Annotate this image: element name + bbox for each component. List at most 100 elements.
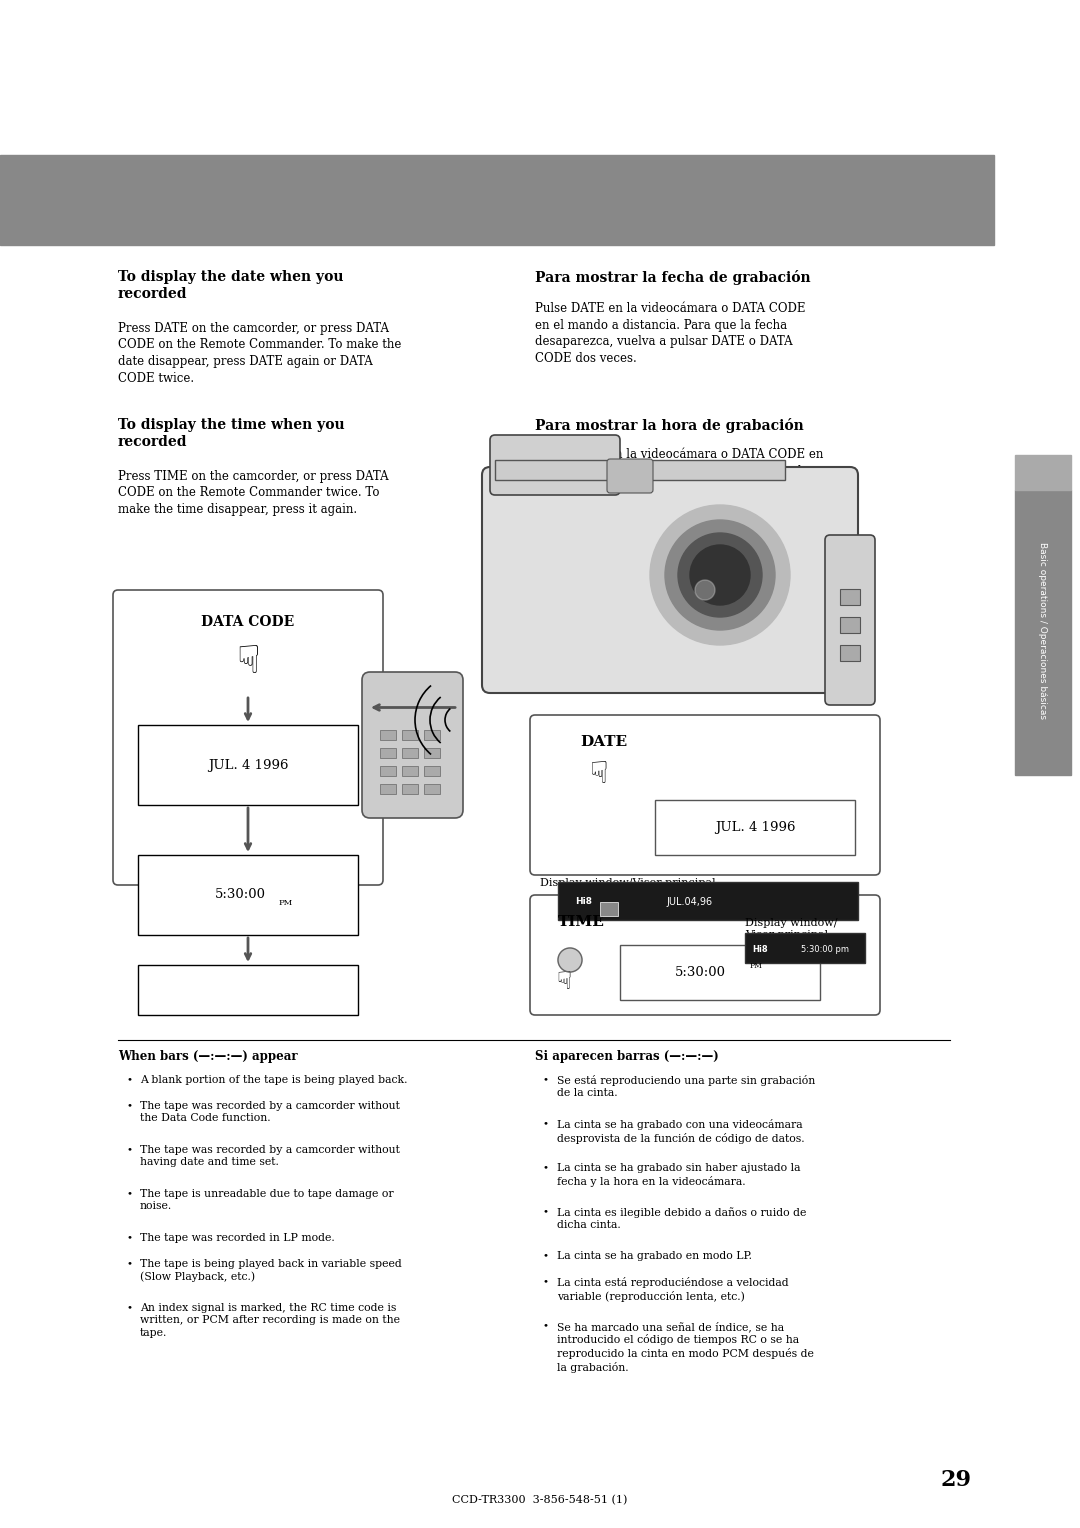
- Bar: [380, 784, 396, 795]
- Text: Hi8: Hi8: [575, 897, 592, 906]
- Bar: [380, 766, 396, 776]
- Text: Pulse DATE en la videocámara o DATA CODE
en el mando a distancia. Para que la fe: Pulse DATE en la videocámara o DATA CODE…: [535, 303, 806, 365]
- Text: •: •: [543, 1277, 549, 1287]
- Bar: [380, 730, 396, 740]
- Bar: [654, 801, 855, 856]
- FancyBboxPatch shape: [113, 590, 383, 885]
- FancyBboxPatch shape: [362, 672, 463, 817]
- Text: •: •: [543, 1163, 549, 1172]
- FancyBboxPatch shape: [530, 895, 880, 1015]
- Text: La cinta es ilegible debido a daños o ruido de
dicha cinta.: La cinta es ilegible debido a daños o ru…: [557, 1207, 807, 1230]
- Text: JUL. 4 1996: JUL. 4 1996: [715, 822, 795, 834]
- Text: Se está reproduciendo una parte sin grabación
de la cinta.: Se está reproduciendo una parte sin grab…: [557, 1076, 815, 1099]
- Text: 29: 29: [941, 1468, 972, 1491]
- Text: •: •: [126, 1144, 132, 1154]
- Text: Para mostrar la hora de grabación: Para mostrar la hora de grabación: [535, 419, 804, 432]
- Bar: [745, 934, 865, 963]
- Text: La cinta se ha grabado sin haber ajustado la
fecha y la hora en la videocámara.: La cinta se ha grabado sin haber ajustad…: [557, 1163, 800, 1187]
- Text: •: •: [543, 1207, 549, 1216]
- Text: •: •: [126, 1303, 132, 1313]
- Text: An index signal is marked, the RC time code is
written, or PCM after recording i: An index signal is marked, the RC time c…: [140, 1303, 400, 1339]
- Text: Display window/
Visor principal: Display window/ Visor principal: [745, 918, 837, 940]
- Text: The tape was recorded in LP mode.: The tape was recorded in LP mode.: [140, 1233, 335, 1242]
- Text: TIME: TIME: [558, 915, 605, 929]
- Circle shape: [558, 947, 582, 972]
- Bar: [424, 784, 440, 795]
- Bar: [402, 766, 418, 776]
- Text: •: •: [126, 1259, 132, 1268]
- Text: La cinta se ha grabado en modo LP.: La cinta se ha grabado en modo LP.: [557, 1251, 752, 1261]
- Bar: [138, 856, 357, 935]
- Circle shape: [690, 545, 750, 605]
- Text: •: •: [543, 1322, 549, 1329]
- Bar: [840, 645, 860, 662]
- Text: Para mostrar la fecha de grabación: Para mostrar la fecha de grabación: [535, 270, 811, 286]
- Bar: [558, 882, 858, 920]
- Text: •: •: [543, 1251, 549, 1261]
- Text: 5:30:00: 5:30:00: [675, 967, 726, 979]
- Text: When bars (—:—:—) appear: When bars (—:—:—) appear: [118, 1050, 298, 1063]
- Bar: [138, 724, 357, 805]
- Text: The tape is unreadable due to tape damage or
noise.: The tape is unreadable due to tape damag…: [140, 1189, 393, 1212]
- Text: The tape is being played back in variable speed
(Slow Playback, etc.): The tape is being played back in variabl…: [140, 1259, 402, 1282]
- FancyBboxPatch shape: [607, 458, 653, 494]
- Text: The tape was recorded by a camcorder without
having date and time set.: The tape was recorded by a camcorder wit…: [140, 1144, 400, 1167]
- Text: JUL. 4 1996: JUL. 4 1996: [207, 758, 288, 772]
- Bar: [0, 154, 994, 244]
- Text: •: •: [543, 1118, 549, 1128]
- Text: •: •: [126, 1233, 132, 1242]
- FancyBboxPatch shape: [825, 535, 875, 704]
- Text: Press TIME on the camcorder, or press DATA
CODE on the Remote Commander twice. T: Press TIME on the camcorder, or press DA…: [118, 471, 389, 516]
- Bar: [424, 730, 440, 740]
- FancyBboxPatch shape: [530, 715, 880, 876]
- Text: ☟: ☟: [237, 643, 260, 681]
- Text: To display the time when you
recorded: To display the time when you recorded: [118, 419, 345, 449]
- Bar: [1015, 490, 1071, 775]
- Bar: [495, 460, 785, 480]
- FancyBboxPatch shape: [482, 468, 858, 694]
- Bar: [402, 730, 418, 740]
- Text: CCD-TR3300  3-856-548-51 (1): CCD-TR3300 3-856-548-51 (1): [453, 1494, 627, 1505]
- Circle shape: [696, 581, 715, 601]
- Text: La cinta se ha grabado con una videocámara
desprovista de la función de código d: La cinta se ha grabado con una videocáma…: [557, 1118, 805, 1143]
- Bar: [840, 617, 860, 633]
- Bar: [1015, 455, 1071, 490]
- Text: PM: PM: [279, 898, 293, 908]
- Circle shape: [650, 504, 789, 645]
- FancyBboxPatch shape: [490, 435, 620, 495]
- Bar: [600, 902, 618, 915]
- Bar: [380, 749, 396, 758]
- Text: 5:30:00: 5:30:00: [215, 888, 266, 902]
- Bar: [424, 749, 440, 758]
- Bar: [402, 784, 418, 795]
- Bar: [402, 749, 418, 758]
- Text: 5:30:00 pm: 5:30:00 pm: [801, 944, 849, 953]
- Text: Press DATE on the camcorder, or press DATA
CODE on the Remote Commander. To make: Press DATE on the camcorder, or press DA…: [118, 322, 402, 385]
- Text: •: •: [543, 1076, 549, 1083]
- Text: •: •: [126, 1102, 132, 1109]
- Bar: [620, 944, 820, 999]
- Text: Hi8: Hi8: [752, 944, 768, 953]
- Bar: [424, 766, 440, 776]
- Text: PM: PM: [750, 963, 762, 970]
- Circle shape: [678, 533, 762, 617]
- Text: To display the date when you
recorded: To display the date when you recorded: [118, 270, 343, 301]
- Text: DATE: DATE: [580, 735, 627, 749]
- Bar: [138, 966, 357, 1015]
- Text: Basic operations / Operaciones básicas: Basic operations / Operaciones básicas: [1038, 541, 1047, 718]
- Text: Pulse TIME en la videocámara o DATA CODE en
el mando a distancia dos veces. Para: Pulse TIME en la videocámara o DATA CODE…: [535, 448, 825, 494]
- Bar: [840, 588, 860, 605]
- Text: DATA CODE: DATA CODE: [201, 614, 295, 630]
- Text: •: •: [126, 1076, 132, 1083]
- Text: ☟: ☟: [556, 970, 571, 995]
- Text: La cinta está reproduciéndose a velocidad
variable (reproducción lenta, etc.): La cinta está reproduciéndose a velocida…: [557, 1277, 788, 1302]
- Text: Display window/Visor principal: Display window/Visor principal: [540, 879, 716, 888]
- Text: Si aparecen barras (—:—:—): Si aparecen barras (—:—:—): [535, 1050, 719, 1063]
- Text: The tape was recorded by a camcorder without
the Data Code function.: The tape was recorded by a camcorder wit…: [140, 1102, 400, 1123]
- Text: A blank portion of the tape is being played back.: A blank portion of the tape is being pla…: [140, 1076, 407, 1085]
- Circle shape: [665, 520, 775, 630]
- Text: JUL.04,96: JUL.04,96: [667, 897, 713, 908]
- Text: •: •: [126, 1189, 132, 1198]
- Text: Se ha marcado una señal de índice, se ha
introducido el código de tiempos RC o s: Se ha marcado una señal de índice, se ha…: [557, 1322, 814, 1372]
- Text: ☟: ☟: [590, 759, 609, 788]
